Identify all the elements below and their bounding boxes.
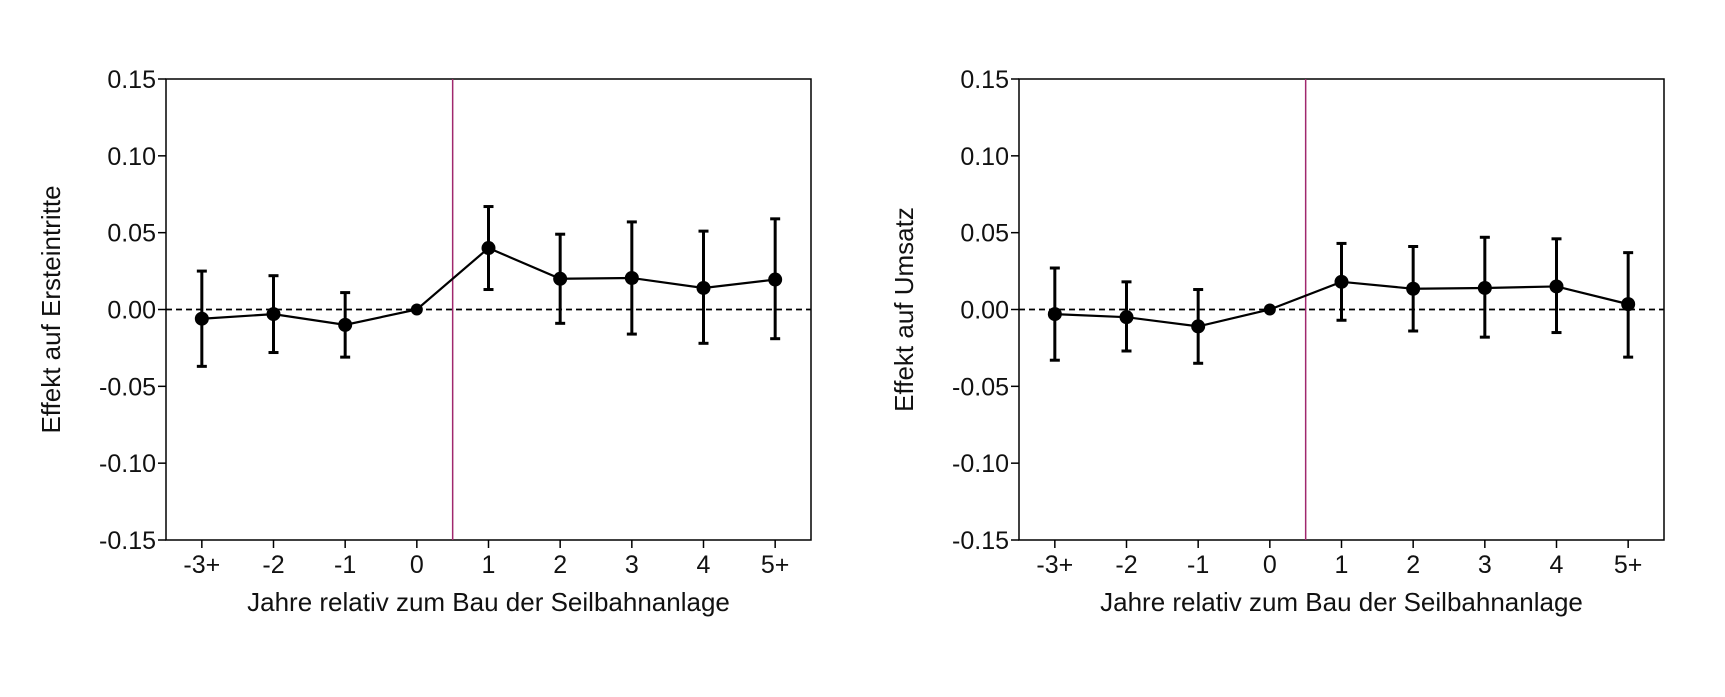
x-tick-label: 3 — [625, 551, 639, 579]
x-axis-title: Jahre relativ zum Bau der Seilbahnanlage — [247, 587, 730, 617]
chart-umsatz: 0.15 0.10 0.05 0.00 -0.05 -0.10 -0.15 -3+ -2 -1 0 1… — [889, 66, 1665, 617]
y-tick-label: 0.10 — [107, 143, 156, 171]
data-point — [1263, 303, 1276, 316]
x-tick-label: -3+ — [1036, 551, 1073, 579]
x-tick-label: 1 — [1335, 551, 1349, 579]
y-tick-label: -0.15 — [952, 527, 1009, 555]
x-tick-label: 5+ — [761, 551, 790, 579]
data-point — [1406, 281, 1421, 296]
data-point — [194, 311, 209, 326]
y-tick-label: -0.10 — [952, 450, 1009, 478]
data-point — [553, 271, 568, 286]
data-point — [266, 307, 281, 322]
data-point — [410, 303, 423, 316]
y-axis-title: Effekt auf Umsatz — [889, 207, 919, 412]
data-point — [768, 272, 783, 287]
data-point — [1119, 310, 1134, 325]
x-tick-label: 2 — [553, 551, 567, 579]
x-tick-label: -1 — [1187, 551, 1209, 579]
y-tick-label: -0.05 — [99, 373, 156, 401]
data-point — [696, 280, 711, 295]
data-point — [481, 241, 496, 256]
y-tick-label: 0.00 — [107, 297, 156, 325]
y-tick-label: 0.15 — [960, 66, 1009, 94]
x-tick-label: -2 — [262, 551, 284, 579]
x-tick-label: -2 — [1115, 551, 1137, 579]
y-tick-label: -0.10 — [99, 450, 156, 478]
y-tick-label: 0.10 — [960, 143, 1009, 171]
y-tick-label: -0.05 — [952, 373, 1009, 401]
x-tick-label: 5+ — [1614, 551, 1643, 579]
y-tick-label: -0.15 — [99, 527, 156, 555]
chart-ersteintritte: 0.15 0.10 0.05 0.00 -0.05 -0.10 -0.15 -3+ -2 -1 0 1… — [36, 66, 812, 617]
x-tick-label: -1 — [334, 551, 356, 579]
x-axis-title: Jahre relativ zum Bau der Seilbahnanlage — [1100, 587, 1583, 617]
y-tick-label: 0.00 — [960, 297, 1009, 325]
data-point — [1191, 319, 1206, 334]
x-tick-label: 3 — [1478, 551, 1492, 579]
x-tick-label: 2 — [1406, 551, 1420, 579]
data-point — [1334, 274, 1349, 289]
y-tick-label: 0.15 — [107, 66, 156, 94]
x-tick-label: 0 — [410, 551, 424, 579]
data-point — [624, 270, 639, 285]
data-point — [1477, 280, 1492, 295]
data-point — [1621, 297, 1636, 312]
x-tick-label: 0 — [1263, 551, 1277, 579]
x-tick-label: 1 — [482, 551, 496, 579]
y-tick-label: 0.05 — [107, 220, 156, 248]
data-point — [1549, 279, 1564, 294]
data-point — [338, 317, 353, 332]
data-point — [1047, 307, 1062, 322]
x-tick-label: 4 — [697, 551, 711, 579]
x-tick-label: 4 — [1550, 551, 1564, 579]
y-axis-title: Effekt auf Ersteintritte — [36, 185, 66, 433]
x-tick-label: -3+ — [183, 551, 220, 579]
y-tick-label: 0.05 — [960, 220, 1009, 248]
